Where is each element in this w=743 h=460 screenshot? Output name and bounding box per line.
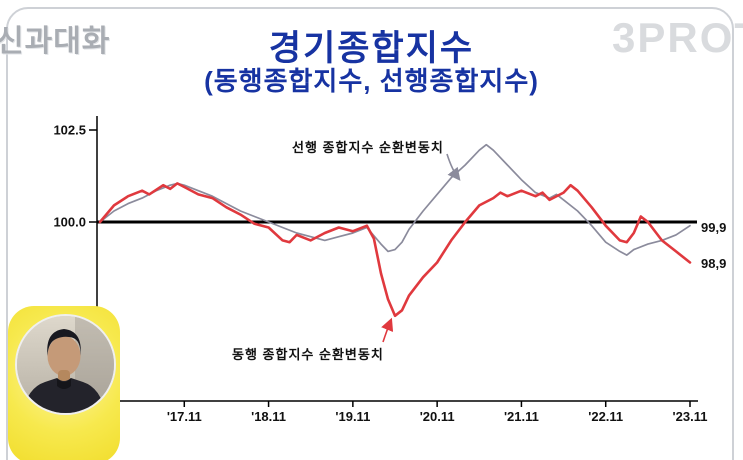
x-tick-label: '19.11: [335, 409, 370, 424]
x-tick-label: '21.11: [504, 409, 539, 424]
coincident-index-end-value: 98,9: [701, 256, 727, 272]
x-tick-label: '20.11: [420, 409, 455, 424]
x-tick-label: '22.11: [588, 409, 623, 424]
person-photo-icon: [17, 316, 114, 413]
coincident-index-line: [98, 182, 692, 318]
x-tick-label: '23.11: [673, 409, 708, 424]
leading-index-annotation: 선행 종합지수 순환변동치: [292, 140, 444, 155]
leading-index-end-value: 99,9: [701, 219, 727, 235]
coincident-annotation-arrow: [381, 317, 394, 343]
x-tick-label: '18.11: [251, 409, 286, 424]
y-tick-label: 100.0: [53, 215, 86, 230]
page-subtitle: (동행종합지수, 선행종합지수): [204, 66, 539, 96]
watermark-show-name: 신과대화: [0, 25, 111, 58]
y-tick-label: 102.5: [53, 123, 86, 138]
leading-index-line: [99, 143, 691, 256]
leading-annotation-arrow: [446, 153, 461, 181]
page-title: 경기종합지수: [268, 29, 475, 68]
presenter-avatar: [15, 314, 116, 415]
x-tick-label: '17.11: [167, 409, 202, 424]
watermark-channel-logo: 3PROTV: [612, 14, 743, 61]
coincident-index-annotation: 동행 종합지수 순환변동치: [232, 347, 384, 362]
